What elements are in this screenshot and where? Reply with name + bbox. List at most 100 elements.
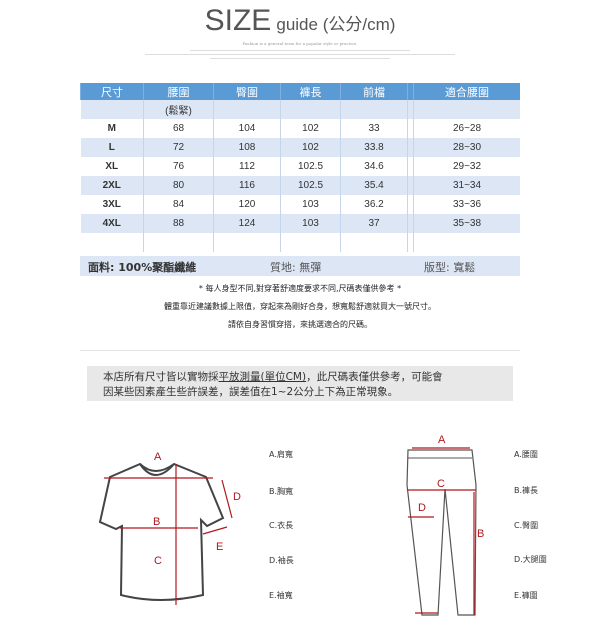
table-cell (340, 233, 408, 252)
table-cell: (鬆緊) (143, 100, 214, 119)
table-cell: 103 (280, 195, 341, 214)
pants-legend: E.褲圍 (514, 591, 538, 600)
table-cell: 31~34 (413, 176, 520, 195)
table-row: 3XL 84 120 103 36.2 33~36 (80, 195, 520, 214)
table-cell: 33~36 (413, 195, 520, 214)
table-cell: 80 (143, 176, 214, 195)
marker-d: D (418, 502, 426, 514)
table-cell: L (80, 138, 144, 157)
table-cell: 35.4 (340, 176, 408, 195)
table-cell: 腰圍 (143, 83, 214, 100)
table-cell (213, 100, 281, 119)
table-cell: M (80, 119, 144, 138)
disclaimer-text: 因某些因素產生些許誤差，誤差值在1~2公分上下為正常現象。 (103, 386, 399, 398)
table-cell: 124 (213, 214, 281, 233)
table-cell: 3XL (80, 195, 144, 214)
size-table: 尺寸 腰圍 臀圍 褲長 前檔 適合腰圍 (鬆緊) M 68 104 102 33 26~28 L 72 1… (80, 83, 520, 252)
table-cell: 尺寸 (80, 83, 144, 100)
table-row: XL 76 112 102.5 34.6 29~32 (80, 157, 520, 176)
table-cell: 103 (280, 214, 341, 233)
table-subheader: (鬆緊) (80, 100, 520, 119)
pants-legend: B.褲長 (514, 486, 539, 495)
table-cell: 84 (143, 195, 214, 214)
disclaimer-text: ，此尺碼表僅供參考，可能會 (306, 371, 443, 383)
shirt-legend: A.肩寬 (269, 450, 293, 459)
table-cell: 26~28 (413, 119, 520, 138)
table-cell: 前檔 (340, 83, 408, 100)
shirt-legend: B.胸寬 (269, 487, 294, 496)
table-cell (407, 195, 414, 214)
table-cell: 35~38 (413, 214, 520, 233)
tagline: Fashion is a general term for a popular … (242, 41, 358, 46)
notes: * 每人身型不同,對穿著舒適度要求不同,尺碼表僅供參考 * 體重靠近建議數據上限… (80, 276, 520, 351)
title-main: SIZE (204, 4, 272, 37)
table-cell (413, 100, 520, 119)
table-cell: 112 (213, 157, 281, 176)
fit: 版型: 寬鬆 (424, 261, 476, 274)
fabric: 面料: 100%聚酯纖維 (88, 261, 197, 274)
shirt-legend: D.袖長 (269, 556, 294, 565)
table-cell: 102 (280, 119, 341, 138)
table-cell (80, 233, 144, 252)
table-cell (340, 100, 408, 119)
table-cell (407, 214, 414, 233)
table-cell: 37 (340, 214, 408, 233)
shirt-legend: C.衣長 (269, 521, 294, 530)
table-cell: XL (80, 157, 144, 176)
table-cell (80, 100, 144, 119)
title-sub: guide (公分/cm) (276, 15, 396, 34)
pants-legend: A.腰圍 (514, 450, 538, 459)
note: * 每人身型不同,對穿著舒適度要求不同,尺碼表僅供參考 * (198, 284, 402, 293)
table-header: 尺寸 腰圍 臀圍 褲長 前檔 適合腰圍 (80, 83, 520, 100)
pants-legend: C.臀圍 (514, 521, 539, 530)
table-cell (407, 100, 414, 119)
table-cell: 4XL (80, 214, 144, 233)
table-cell: 28~30 (413, 138, 520, 157)
table-cell: 33.8 (340, 138, 408, 157)
table-cell (213, 233, 281, 252)
table-cell: 68 (143, 119, 214, 138)
note: 請依自身習慣穿搭，來挑選適合的尺碼。 (228, 320, 372, 329)
shirt-diagram: A B C D E (98, 451, 241, 605)
table-cell: 29~32 (413, 157, 520, 176)
table-cell: 102.5 (280, 176, 341, 195)
table-cell: 褲長 (280, 83, 341, 100)
note: 體重靠近建議數據上限值，穿起來為剛好合身，想寬鬆舒適就買大一號尺寸。 (164, 302, 436, 311)
page-title: SIZE guide (公分/cm) (0, 4, 600, 38)
table-cell: 2XL (80, 176, 144, 195)
table-cell (280, 233, 341, 252)
table-cell (413, 233, 520, 252)
decorative-text-line (190, 50, 410, 51)
table-cell: 臀圍 (213, 83, 281, 100)
table-cell: 88 (143, 214, 214, 233)
table-cell: 116 (213, 176, 281, 195)
pants-legend: D.大腿圍 (514, 555, 547, 564)
table-cell: 33 (340, 119, 408, 138)
table-cell: 104 (213, 119, 281, 138)
pants-outline (406, 449, 477, 616)
table-row: M 68 104 102 33 26~28 (80, 119, 520, 138)
shirt-legend: E.袖寬 (269, 591, 293, 600)
table-row: 2XL 80 116 102.5 35.4 31~34 (80, 176, 520, 195)
table-cell: 72 (143, 138, 214, 157)
decorative-text-line (145, 54, 455, 55)
table-cell: 34.6 (340, 157, 408, 176)
table-cell: 102.5 (280, 157, 341, 176)
table-cell (407, 119, 414, 138)
marker-c: C (154, 555, 162, 567)
table-row: 4XL 88 124 103 37 35~38 (80, 214, 520, 233)
table-cell: 36.2 (340, 195, 408, 214)
marker-c: C (437, 478, 445, 490)
table-cell (143, 233, 214, 252)
pants-diagram: A B C D (406, 434, 484, 616)
marker-b: B (477, 528, 484, 540)
table-cell: 76 (143, 157, 214, 176)
shirt-outline (98, 462, 225, 601)
table-cell (407, 233, 414, 252)
disclaimer-text: 本店所有尺寸皆以實物採 (103, 371, 219, 383)
table-cell: 102 (280, 138, 341, 157)
table-row: L 72 108 102 33.8 28~30 (80, 138, 520, 157)
table-cell (407, 83, 414, 100)
decorative-text-line (210, 58, 390, 59)
